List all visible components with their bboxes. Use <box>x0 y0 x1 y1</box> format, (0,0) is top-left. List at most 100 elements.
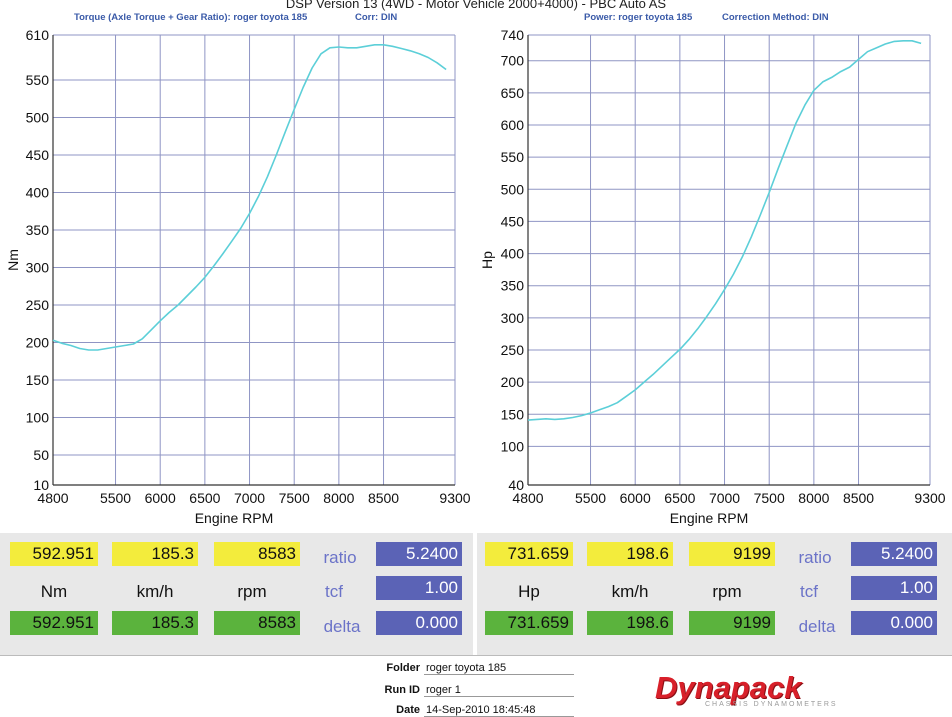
x-tick-label: 7000 <box>234 490 265 506</box>
y-tick-label: 300 <box>26 260 50 276</box>
x-axis-label: Engine RPM <box>670 510 749 526</box>
power-top-value: 731.659 <box>485 542 573 566</box>
y-tick-label: 500 <box>26 110 50 126</box>
y-tick-label: 100 <box>26 410 50 426</box>
right-chart-correction: Correction Method: DIN <box>722 12 829 23</box>
rpm-top-value: 8583 <box>214 542 300 566</box>
power-chart: 4800 5500 6000 6500 7000 7500 8000 8500 9300 740 7… <box>479 27 946 526</box>
series-line <box>52 43 447 351</box>
x-tick-label: 5500 <box>575 490 606 506</box>
torque-unit-label: Nm <box>40 582 68 601</box>
y-tick-label: 740 <box>501 27 525 43</box>
delta-label: delta <box>798 617 836 636</box>
y-tick-label: 150 <box>501 406 525 422</box>
series-line <box>527 39 922 421</box>
y-tick-label: 400 <box>26 185 50 201</box>
speed-bottom-value: 185.3 <box>112 611 198 635</box>
x-tick-label: 8500 <box>843 490 874 506</box>
y-tick-label: 200 <box>501 374 525 390</box>
footer-divider <box>0 655 952 656</box>
y-axis-label: Nm <box>5 249 21 271</box>
torque-bottom-value: 592.951 <box>10 611 98 635</box>
x-tick-label: 5500 <box>100 490 131 506</box>
x-tick-label: 9300 <box>914 490 945 506</box>
x-tick-label: 7500 <box>754 490 785 506</box>
rpm-unit-label: rpm <box>237 582 267 601</box>
y-tick-label: 100 <box>501 438 525 454</box>
y-tick-label: 350 <box>501 278 525 294</box>
x-tick-label: 8000 <box>798 490 829 506</box>
power-unit-label: Hp <box>518 582 540 601</box>
runid-value: roger 1 <box>424 684 574 697</box>
y-tick-label: 300 <box>501 310 525 326</box>
y-tick-label: 350 <box>26 222 50 238</box>
power-readout-panel: 731.659 198.6 9199 ratio 5.2400 Hp km/h … <box>477 533 952 655</box>
runid-label: Run ID <box>384 684 420 696</box>
x-tick-label: 4800 <box>512 490 543 506</box>
left-chart-header: Torque (Axle Torque + Gear Ratio): roger… <box>74 12 308 23</box>
y-tick-label: 700 <box>501 53 525 69</box>
x-tick-label: 6000 <box>145 490 176 506</box>
y-tick-label: 400 <box>501 246 525 262</box>
y-tick-label: 610 <box>26 27 50 43</box>
x-tick-label: 6500 <box>189 490 220 506</box>
y-tick-label: 40 <box>508 477 524 493</box>
y-tick-label: 550 <box>501 149 525 165</box>
ratio-label: ratio <box>798 548 832 567</box>
speed-top-value: 185.3 <box>112 542 198 566</box>
x-tick-label: 7500 <box>279 490 310 506</box>
x-tick-label: 7000 <box>709 490 740 506</box>
speed-unit-label: km/h <box>136 582 174 601</box>
speed-bottom-value: 198.6 <box>587 611 673 635</box>
y-axis-label: Hp <box>479 251 495 269</box>
delta-value: 0.000 <box>376 611 462 635</box>
rpm-unit-label: rpm <box>712 582 742 601</box>
y-tick-label: 650 <box>501 85 525 101</box>
page-title: DSP Version 13 (4WD - Motor Vehicle 2000… <box>285 0 667 11</box>
ratio-value: 5.2400 <box>851 542 937 566</box>
torque-chart: 4800 5500 6000 6500 7000 7500 8000 8500 9300 610 5… <box>5 27 471 526</box>
y-tick-label: 150 <box>26 372 50 388</box>
x-tick-label: 8500 <box>368 490 399 506</box>
y-tick-label: 500 <box>501 181 525 197</box>
ratio-label: ratio <box>323 548 357 567</box>
torque-top-value: 592.951 <box>10 542 98 566</box>
rpm-top-value: 9199 <box>689 542 775 566</box>
x-tick-label: 4800 <box>37 490 68 506</box>
y-tick-label: 10 <box>33 477 49 493</box>
speed-unit-label: km/h <box>611 582 649 601</box>
y-tick-label: 600 <box>501 117 525 133</box>
tcf-label: tcf <box>325 582 343 601</box>
x-tick-label: 9300 <box>439 490 470 506</box>
left-chart-correction: Corr: DIN <box>355 12 398 23</box>
y-tick-label: 550 <box>26 72 50 88</box>
delta-value: 0.000 <box>851 611 937 635</box>
tcf-value: 1.00 <box>851 576 937 600</box>
x-tick-label: 6500 <box>664 490 695 506</box>
delta-label: delta <box>323 617 361 636</box>
y-tick-label: 450 <box>26 147 50 163</box>
rpm-bottom-value: 8583 <box>214 611 300 635</box>
date-label: Date <box>396 704 420 716</box>
dynapack-logo: Dynapack <box>655 670 802 705</box>
folder-value: roger toyota 185 <box>424 662 574 675</box>
x-tick-label: 6000 <box>620 490 651 506</box>
y-tick-label: 200 <box>26 335 50 351</box>
power-bottom-value: 731.659 <box>485 611 573 635</box>
dynapack-logo-subtitle: CHASSIS DYNAMOMETERS <box>705 701 838 708</box>
tcf-label: tcf <box>800 582 818 601</box>
ratio-value: 5.2400 <box>376 542 462 566</box>
x-axis-label: Engine RPM <box>195 510 274 526</box>
y-tick-label: 250 <box>501 342 525 358</box>
speed-top-value: 198.6 <box>587 542 673 566</box>
y-tick-label: 450 <box>501 213 525 229</box>
folder-label: Folder <box>386 662 420 674</box>
tcf-value: 1.00 <box>376 576 462 600</box>
right-chart-header: Power: roger toyota 185 <box>584 12 693 23</box>
y-tick-label: 250 <box>26 297 50 313</box>
y-tick-label: 50 <box>33 447 49 463</box>
rpm-bottom-value: 9199 <box>689 611 775 635</box>
date-value: 14-Sep-2010 18:45:48 <box>424 704 574 717</box>
x-tick-label: 8000 <box>323 490 354 506</box>
torque-readout-panel: 592.951 185.3 8583 ratio 5.2400 Nm km/h … <box>0 533 473 655</box>
